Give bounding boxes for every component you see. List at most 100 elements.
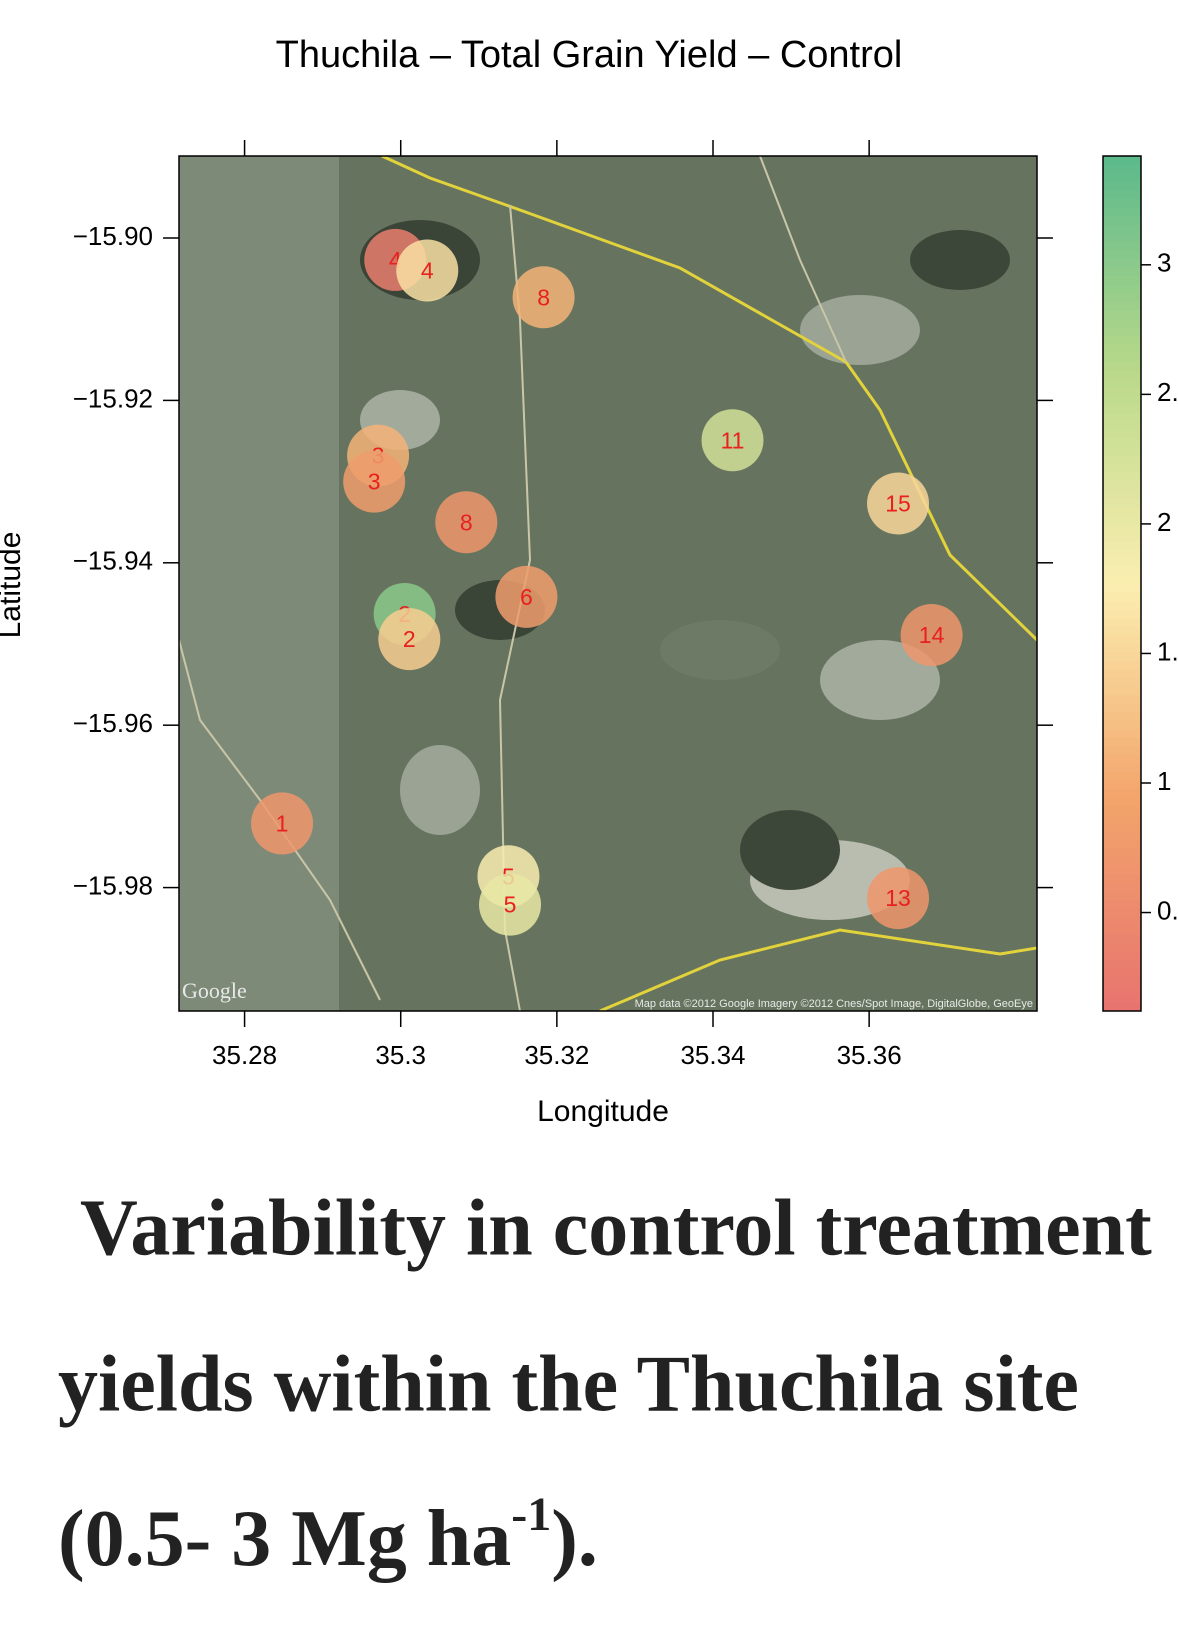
- colorbar-band: [1103, 250, 1141, 260]
- colorbar-band: [1103, 386, 1141, 396]
- colorbar-band: [1103, 831, 1141, 841]
- colorbar-band: [1103, 985, 1141, 995]
- point: [435, 491, 498, 554]
- colorbar-tick-label: 1.5: [1157, 636, 1178, 666]
- colorbar-band: [1103, 258, 1141, 268]
- colorbar-band: [1103, 651, 1141, 661]
- caption-text: (0.5- 3 Mg ha: [58, 1495, 511, 1583]
- colorbar-band: [1103, 609, 1141, 619]
- colorbar-band: [1103, 540, 1141, 550]
- colorbar-band: [1103, 173, 1141, 183]
- colorbar-band: [1103, 951, 1141, 961]
- chart-subtitle: Thuchila – Total Grain Yield – Control: [276, 34, 903, 76]
- colorbar-band: [1103, 805, 1141, 815]
- colorbar-band: [1103, 455, 1141, 465]
- colorbar-band: [1103, 968, 1141, 978]
- colorbar-band: [1103, 369, 1141, 379]
- caption-line: yields within the Thuchila site: [58, 1340, 1079, 1428]
- colorbar-band: [1103, 309, 1141, 319]
- colorbar-band: [1103, 694, 1141, 704]
- colorbar-band: [1103, 874, 1141, 884]
- colorbar-band: [1103, 215, 1141, 225]
- colorbar-band: [1103, 463, 1141, 473]
- colorbar-band: [1103, 780, 1141, 790]
- colorbar-band: [1103, 1002, 1141, 1012]
- x-tick-label: 35.3: [375, 1040, 426, 1070]
- colorbar-band: [1103, 156, 1141, 166]
- colorbar-band: [1103, 378, 1141, 388]
- colorbar-band: [1103, 865, 1141, 875]
- colorbar-band: [1103, 207, 1141, 217]
- colorbar-band: [1103, 771, 1141, 781]
- point: [378, 608, 441, 671]
- point-label: 4: [421, 258, 434, 284]
- colorbar-band: [1103, 916, 1141, 926]
- colorbar-band: [1103, 506, 1141, 516]
- colorbar-band: [1103, 267, 1141, 277]
- colorbar-band: [1103, 677, 1141, 687]
- colorbar-band: [1103, 583, 1141, 593]
- colorbar-band: [1103, 814, 1141, 824]
- x-tick-label: 35.32: [524, 1040, 589, 1070]
- colorbar-band: [1103, 908, 1141, 918]
- colorbar-band: [1103, 720, 1141, 730]
- colorbar-band: [1103, 669, 1141, 679]
- colorbar-band: [1103, 745, 1141, 755]
- colorbar-band: [1103, 532, 1141, 542]
- point-label: 8: [537, 284, 550, 310]
- point: [900, 604, 963, 667]
- point-label: 8: [460, 509, 473, 535]
- point: [701, 409, 764, 472]
- colorbar-band: [1103, 395, 1141, 405]
- colorbar-band: [1103, 335, 1141, 345]
- y-tick-label: −15.98: [73, 870, 153, 900]
- map-attribution: Map data ©2012 Google Imagery ©2012 Cnes…: [635, 998, 1033, 1010]
- colorbar-band: [1103, 412, 1141, 422]
- colorbar-tick-label: 2.5: [1157, 377, 1178, 407]
- point-label: 6: [520, 584, 533, 610]
- colorbar-band: [1103, 891, 1141, 901]
- colorbar-band: [1103, 592, 1141, 602]
- colorbar-band: [1103, 797, 1141, 807]
- map-credit: Google: [182, 978, 247, 1003]
- plot-frame: [178, 155, 1038, 1012]
- point: [251, 792, 314, 855]
- colorbar-band: [1103, 198, 1141, 208]
- colorbar-band: [1103, 190, 1141, 200]
- point-label: 15: [885, 491, 911, 517]
- colorbar-band: [1103, 275, 1141, 285]
- y-tick-label: −15.90: [73, 221, 153, 251]
- point-label: 2: [403, 626, 416, 652]
- colorbar-band: [1103, 164, 1141, 174]
- point: [867, 472, 930, 535]
- caption-line: (0.5- 3 Mg ha-1).: [58, 1488, 598, 1583]
- caption-superscript: -1: [511, 1488, 551, 1541]
- colorbar-band: [1103, 882, 1141, 892]
- colorbar-band: [1103, 301, 1141, 311]
- colorbar-band: [1103, 822, 1141, 832]
- colorbar-band: [1103, 557, 1141, 567]
- colorbar-band: [1103, 429, 1141, 439]
- point-label: 3: [368, 469, 381, 495]
- point-label: 13: [885, 885, 911, 911]
- colorbar-band: [1103, 626, 1141, 636]
- colorbar-band: [1103, 737, 1141, 747]
- point: [495, 565, 558, 628]
- colorbar-band: [1103, 515, 1141, 525]
- colorbar-band: [1103, 438, 1141, 448]
- colorbar-band: [1103, 241, 1141, 251]
- colorbar-band: [1103, 763, 1141, 773]
- colorbar-band: [1103, 574, 1141, 584]
- colorbar-band: [1103, 728, 1141, 738]
- colorbar-band: [1103, 318, 1141, 328]
- colorbar-band: [1103, 788, 1141, 798]
- colorbar-band: [1103, 421, 1141, 431]
- colorbar-band: [1103, 472, 1141, 482]
- colorbar-band: [1103, 617, 1141, 627]
- colorbar-band: [1103, 848, 1141, 858]
- colorbar-band: [1103, 686, 1141, 696]
- colorbar-tick-label: 1: [1157, 766, 1171, 796]
- colorbar-band: [1103, 352, 1141, 362]
- colorbar-band: [1103, 959, 1141, 969]
- colorbar-band: [1103, 224, 1141, 234]
